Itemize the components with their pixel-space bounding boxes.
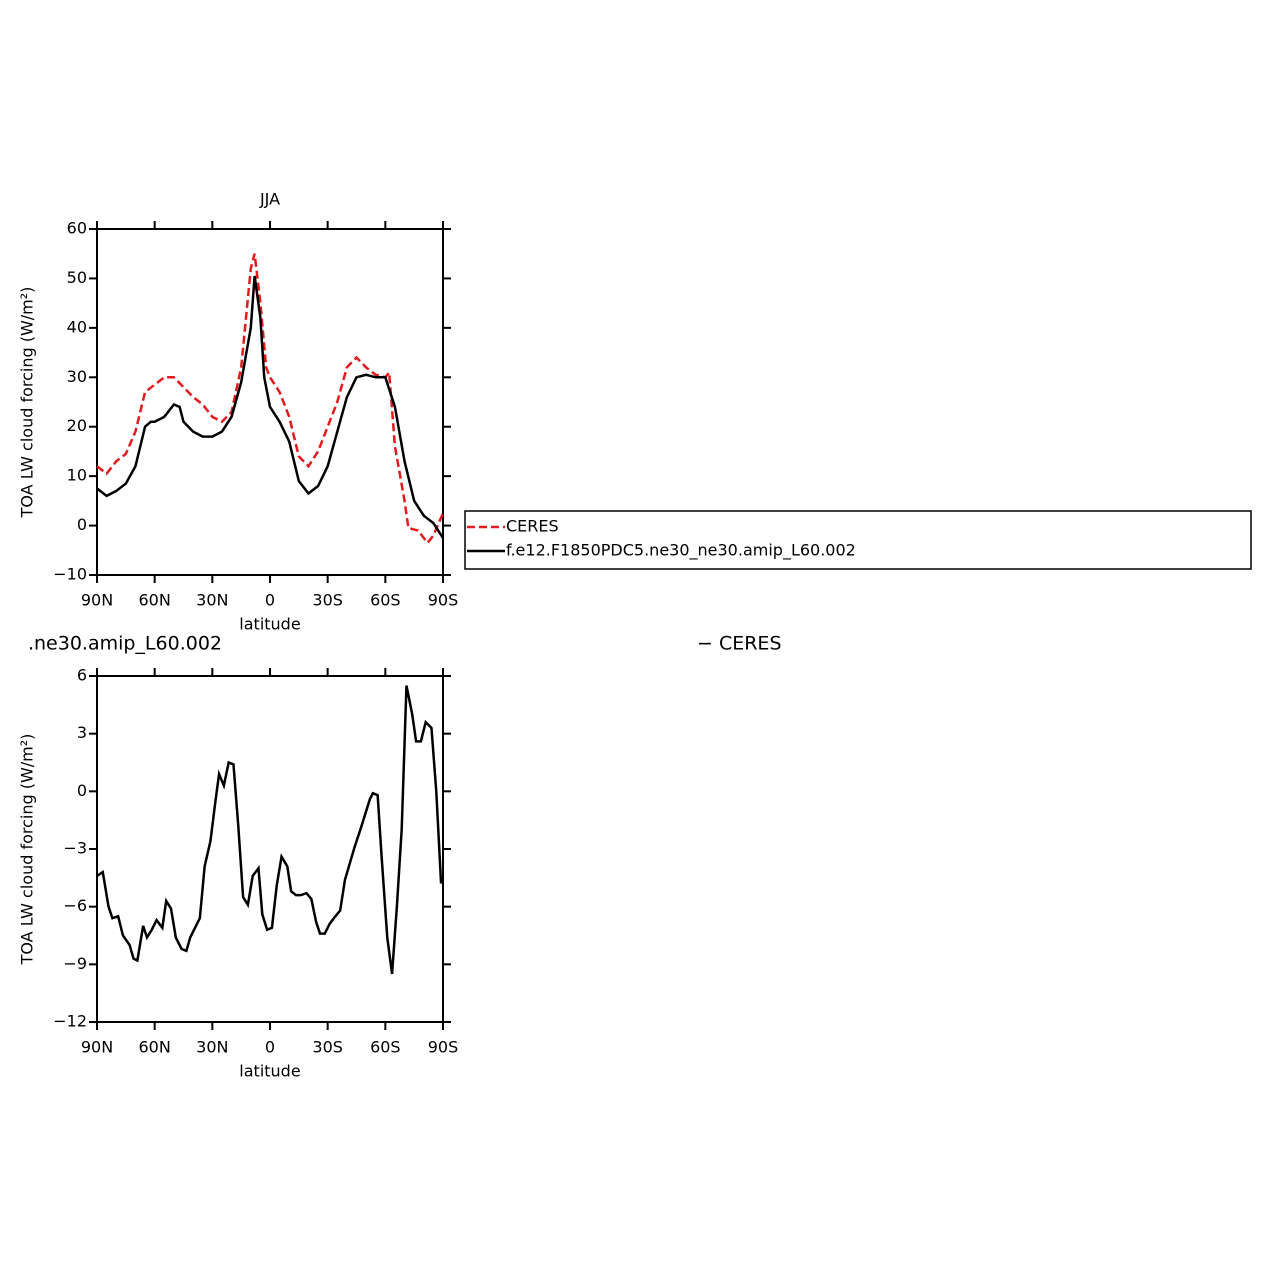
chart-title-left: .ne30.amip_L60.002: [28, 633, 222, 655]
x-tick-label: 0: [265, 591, 275, 610]
x-tick-label: 90S: [428, 1038, 459, 1057]
legend-box: [464, 510, 1252, 570]
x-tick-label: 60S: [370, 1038, 401, 1057]
plot-frame: [96, 228, 444, 576]
data-line: [96, 685, 443, 975]
data-line: [96, 253, 445, 545]
y-tick-label: 6: [77, 666, 87, 685]
x-tick-label: 30N: [196, 591, 228, 610]
plot-frame: [96, 675, 444, 1023]
y-tick-label: 40: [67, 317, 87, 336]
data-line: [96, 275, 445, 539]
chart-title: JJA: [259, 190, 280, 209]
y-tick-label: 0: [77, 781, 87, 800]
x-tick-label: 30N: [196, 1038, 228, 1057]
y-tick-label: 3: [77, 723, 87, 742]
y-tick-label: 10: [67, 466, 87, 485]
y-tick-label: 60: [67, 219, 87, 238]
y-tick-label: −6: [63, 896, 87, 915]
y-tick-label: 30: [67, 367, 87, 386]
y-tick-label: −12: [53, 1012, 87, 1031]
x-tick-label: 0: [265, 1038, 275, 1057]
x-tick-label: 90N: [81, 1038, 113, 1057]
x-tick-label: 60S: [370, 591, 401, 610]
chart-title-right: − CERES: [697, 633, 782, 655]
y-tick-label: 0: [77, 515, 87, 534]
legend-label: f.e12.F1850PDC5.ne30_ne30.amip_L60.002: [506, 541, 856, 561]
y-tick-label: 50: [67, 268, 87, 287]
x-tick-label: 60N: [139, 1038, 171, 1057]
legend-label: CERES: [506, 517, 559, 536]
y-tick-label: −9: [63, 954, 87, 973]
x-tick-label: 30S: [312, 591, 343, 610]
y-axis-label: TOA LW cloud forcing (W/m²): [18, 734, 37, 966]
x-tick-label: 60N: [139, 591, 171, 610]
y-tick-label: −10: [53, 565, 87, 584]
y-axis-label: TOA LW cloud forcing (W/m²): [18, 287, 37, 519]
y-tick-label: 20: [67, 416, 87, 435]
x-axis-label: latitude: [239, 615, 300, 634]
y-tick-label: −3: [63, 839, 87, 858]
x-tick-label: 90N: [81, 591, 113, 610]
x-tick-label: 90S: [428, 591, 459, 610]
x-tick-label: 30S: [312, 1038, 343, 1057]
x-axis-label: latitude: [239, 1062, 300, 1081]
